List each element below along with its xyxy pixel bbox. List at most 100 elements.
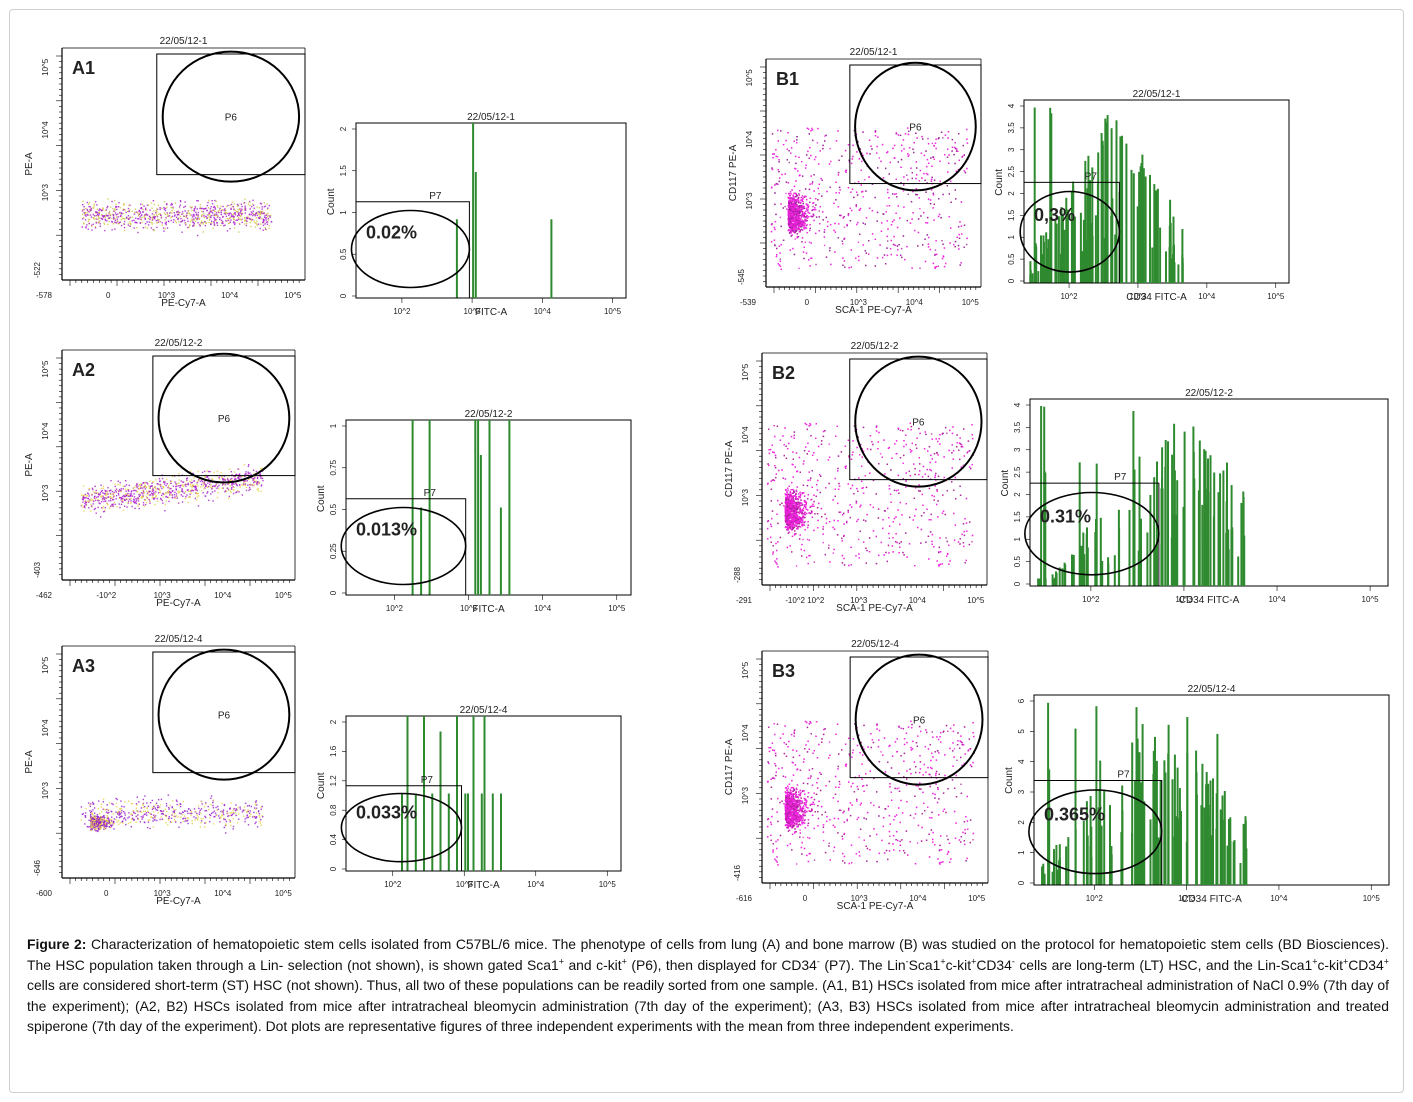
histogram-bar [1217,492,1220,586]
percent-value: 0.013% [356,520,417,540]
x-tick-label: 10^4 [909,596,927,605]
histogram-bar [1065,846,1068,885]
histogram-bar [1051,574,1054,586]
axis-ticks [56,357,290,586]
gate-p6-box [152,355,296,477]
histogram-bar [1061,215,1064,283]
x-tick-label: 10^5 [284,291,302,300]
histogram-bar [1053,578,1056,586]
histogram-bar [1042,863,1045,885]
percent-circle [340,506,467,586]
histogram-bar [1029,274,1032,283]
x-tick-label: 10^5 [967,596,985,605]
y-axis-label: Count [994,169,1005,196]
y-tick-label: 10^5 [41,656,50,674]
histogram-bar [1131,742,1134,885]
histogram-bar [474,172,477,298]
histogram-bar [1084,160,1087,283]
histogram-bar [1157,837,1160,885]
event-dots [770,127,969,270]
histogram-bar [1103,789,1106,885]
histogram-bar [1153,184,1156,283]
histogram-bar [1186,753,1189,885]
histogram-bar [1058,567,1061,586]
y-min-label: -545 [737,268,746,285]
histogram-bar [1091,167,1094,283]
histogram-bar [1051,871,1054,885]
y-tick-label: 5 [1017,729,1026,734]
gate-p6-label: P6 [218,711,231,722]
x-tick-label: 10^5 [604,307,622,316]
histogram-bar [1178,788,1181,885]
histogram-bar [1140,782,1143,885]
histogram-bar [1110,854,1113,885]
histogram-bar [1201,504,1204,586]
histogram-bar [1033,107,1036,283]
histogram-bar [1083,554,1086,586]
x-tick-label: 10^5 [275,591,293,600]
histogram-bar [1057,216,1060,283]
histogram-bar [1100,133,1103,283]
x-tick-label: 10^4 [1268,595,1286,604]
histogram-bar [477,420,480,595]
histogram-bar [1101,140,1104,283]
histogram-bar [1201,763,1204,885]
x-tick-label: 10^5 [1363,894,1381,903]
histogram-bar [1177,264,1180,283]
histogram-bar [1066,209,1069,283]
histogram-bar [1183,431,1186,586]
histogram-bar [1031,273,1034,283]
histogram-bar [1034,243,1037,283]
gate-p7-box [345,498,467,596]
histogram-bars [401,716,502,871]
gate-p6-circle [854,355,983,488]
y-tick-label: 10^4 [745,130,754,148]
histogram-bar [1040,406,1043,586]
y-tick-label: 0.8 [329,804,338,816]
x-tick-label: 10^4 [1270,894,1288,903]
gate-p6-label: P6 [913,716,926,727]
y-tick-label: 0 [339,293,348,298]
y-tick-label: 1.2 [329,775,338,787]
histogram-bar [1082,821,1085,885]
histogram-bar [1230,485,1233,586]
histogram-bar [1198,440,1201,586]
percent-value: 0.033% [356,802,417,822]
percent-circle [350,209,471,289]
y-tick-label: 10^3 [41,183,50,201]
y-tick-label: 10^3 [741,488,750,506]
x-zero-label: 0 [104,889,109,898]
x-zero-label: -10^2 10^2 [785,596,825,605]
histogram-a3: P7 0.033% 2 1.6 1.2 0.8 0.4 0 10^2 10^3 10^4 10^5 22… [316,705,622,891]
y-tick-label: 10^4 [41,121,50,139]
histogram-bar [1043,406,1046,586]
y-tick-label: 6 [1017,698,1026,703]
histogram-bar [550,219,553,299]
histogram-bar [1128,510,1131,586]
y-tick-label: 0.4 [329,833,338,845]
gate-p7-label: P7 [424,488,437,499]
y-tick-label: 2 [1017,820,1026,825]
histogram-bar [1044,578,1047,586]
dot-plot-b2: P6 B2 22/05/12-2 SCA-1 PE-Cy7-A CD117 PE-A -2… [724,341,988,614]
y-tick-label: 10^5 [745,69,754,87]
event-dots [767,720,975,866]
y-tick-label: 4 [1013,402,1022,407]
histogram-bar [1219,810,1222,885]
histogram-bar [1047,702,1050,885]
histogram-bar [1144,176,1147,283]
histogram-bar [472,716,475,871]
plot-title: 22/05/12-1 [850,47,898,58]
histogram-bar [1114,234,1117,283]
histogram-a1: P7 0.02% 2 1.5 1 0.5 0 10^2 10^3 10^4 10^5 22/05/12… [326,112,627,318]
gate-p7-label: P7 [421,775,434,786]
histogram-bar [1152,774,1155,885]
panel-id: A3 [72,656,95,676]
percent-value: 0.02% [366,223,417,243]
x-tick-label: 10^4 [1198,292,1216,301]
histogram-a2: P7 0.013% 1 0.75 0.5 0.25 0 10^2 10^3 10^4 10^5 22/… [316,409,632,615]
percent-circle [340,792,463,863]
x-tick-label: 10^3 [850,596,868,605]
histogram-bar [1244,820,1247,885]
histogram-bar [455,219,458,299]
